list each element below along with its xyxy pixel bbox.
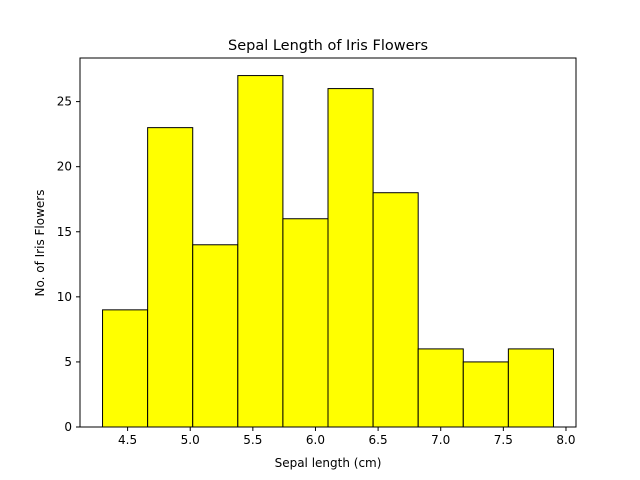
histogram-bar — [417, 348, 464, 428]
y-tick-label: 5 — [64, 355, 72, 369]
x-axis-label: Sepal length (cm) — [275, 456, 382, 470]
x-tick-label: 5.0 — [181, 433, 200, 447]
y-tick-label: 10 — [57, 290, 72, 304]
x-axis-ticks: 4.5 5.0 5.5 6.0 6.5 7.0 7.5 8.0 — [118, 427, 576, 447]
histogram-bar — [462, 361, 509, 428]
bars-group — [102, 75, 554, 428]
y-axis-label: No. of Iris Flowers — [33, 190, 47, 297]
histogram-bar — [237, 75, 284, 428]
x-tick-label: 6.5 — [369, 433, 388, 447]
y-tick-label: 15 — [57, 225, 72, 239]
chart-title: Sepal Length of Iris Flowers — [228, 38, 428, 54]
histogram-bar — [147, 127, 194, 428]
x-tick-label: 8.0 — [556, 433, 575, 447]
histogram-bar — [327, 88, 374, 428]
x-tick-label: 4.5 — [118, 433, 137, 447]
histogram-bar — [282, 218, 329, 428]
y-axis-ticks: 0 5 10 15 20 25 — [57, 95, 80, 434]
y-tick-label: 0 — [64, 420, 72, 434]
plot-area-frame — [79, 57, 577, 428]
x-tick-label: 5.5 — [243, 433, 262, 447]
y-tick-label: 20 — [57, 160, 72, 174]
histogram-bar — [102, 309, 149, 428]
x-tick-label: 6.0 — [306, 433, 325, 447]
x-tick-label: 7.0 — [431, 433, 450, 447]
y-tick-label: 25 — [57, 95, 72, 109]
histogram-bar — [192, 244, 239, 428]
histogram-bar — [372, 192, 419, 428]
x-tick-label: 7.5 — [494, 433, 513, 447]
histogram-bar — [507, 348, 554, 428]
